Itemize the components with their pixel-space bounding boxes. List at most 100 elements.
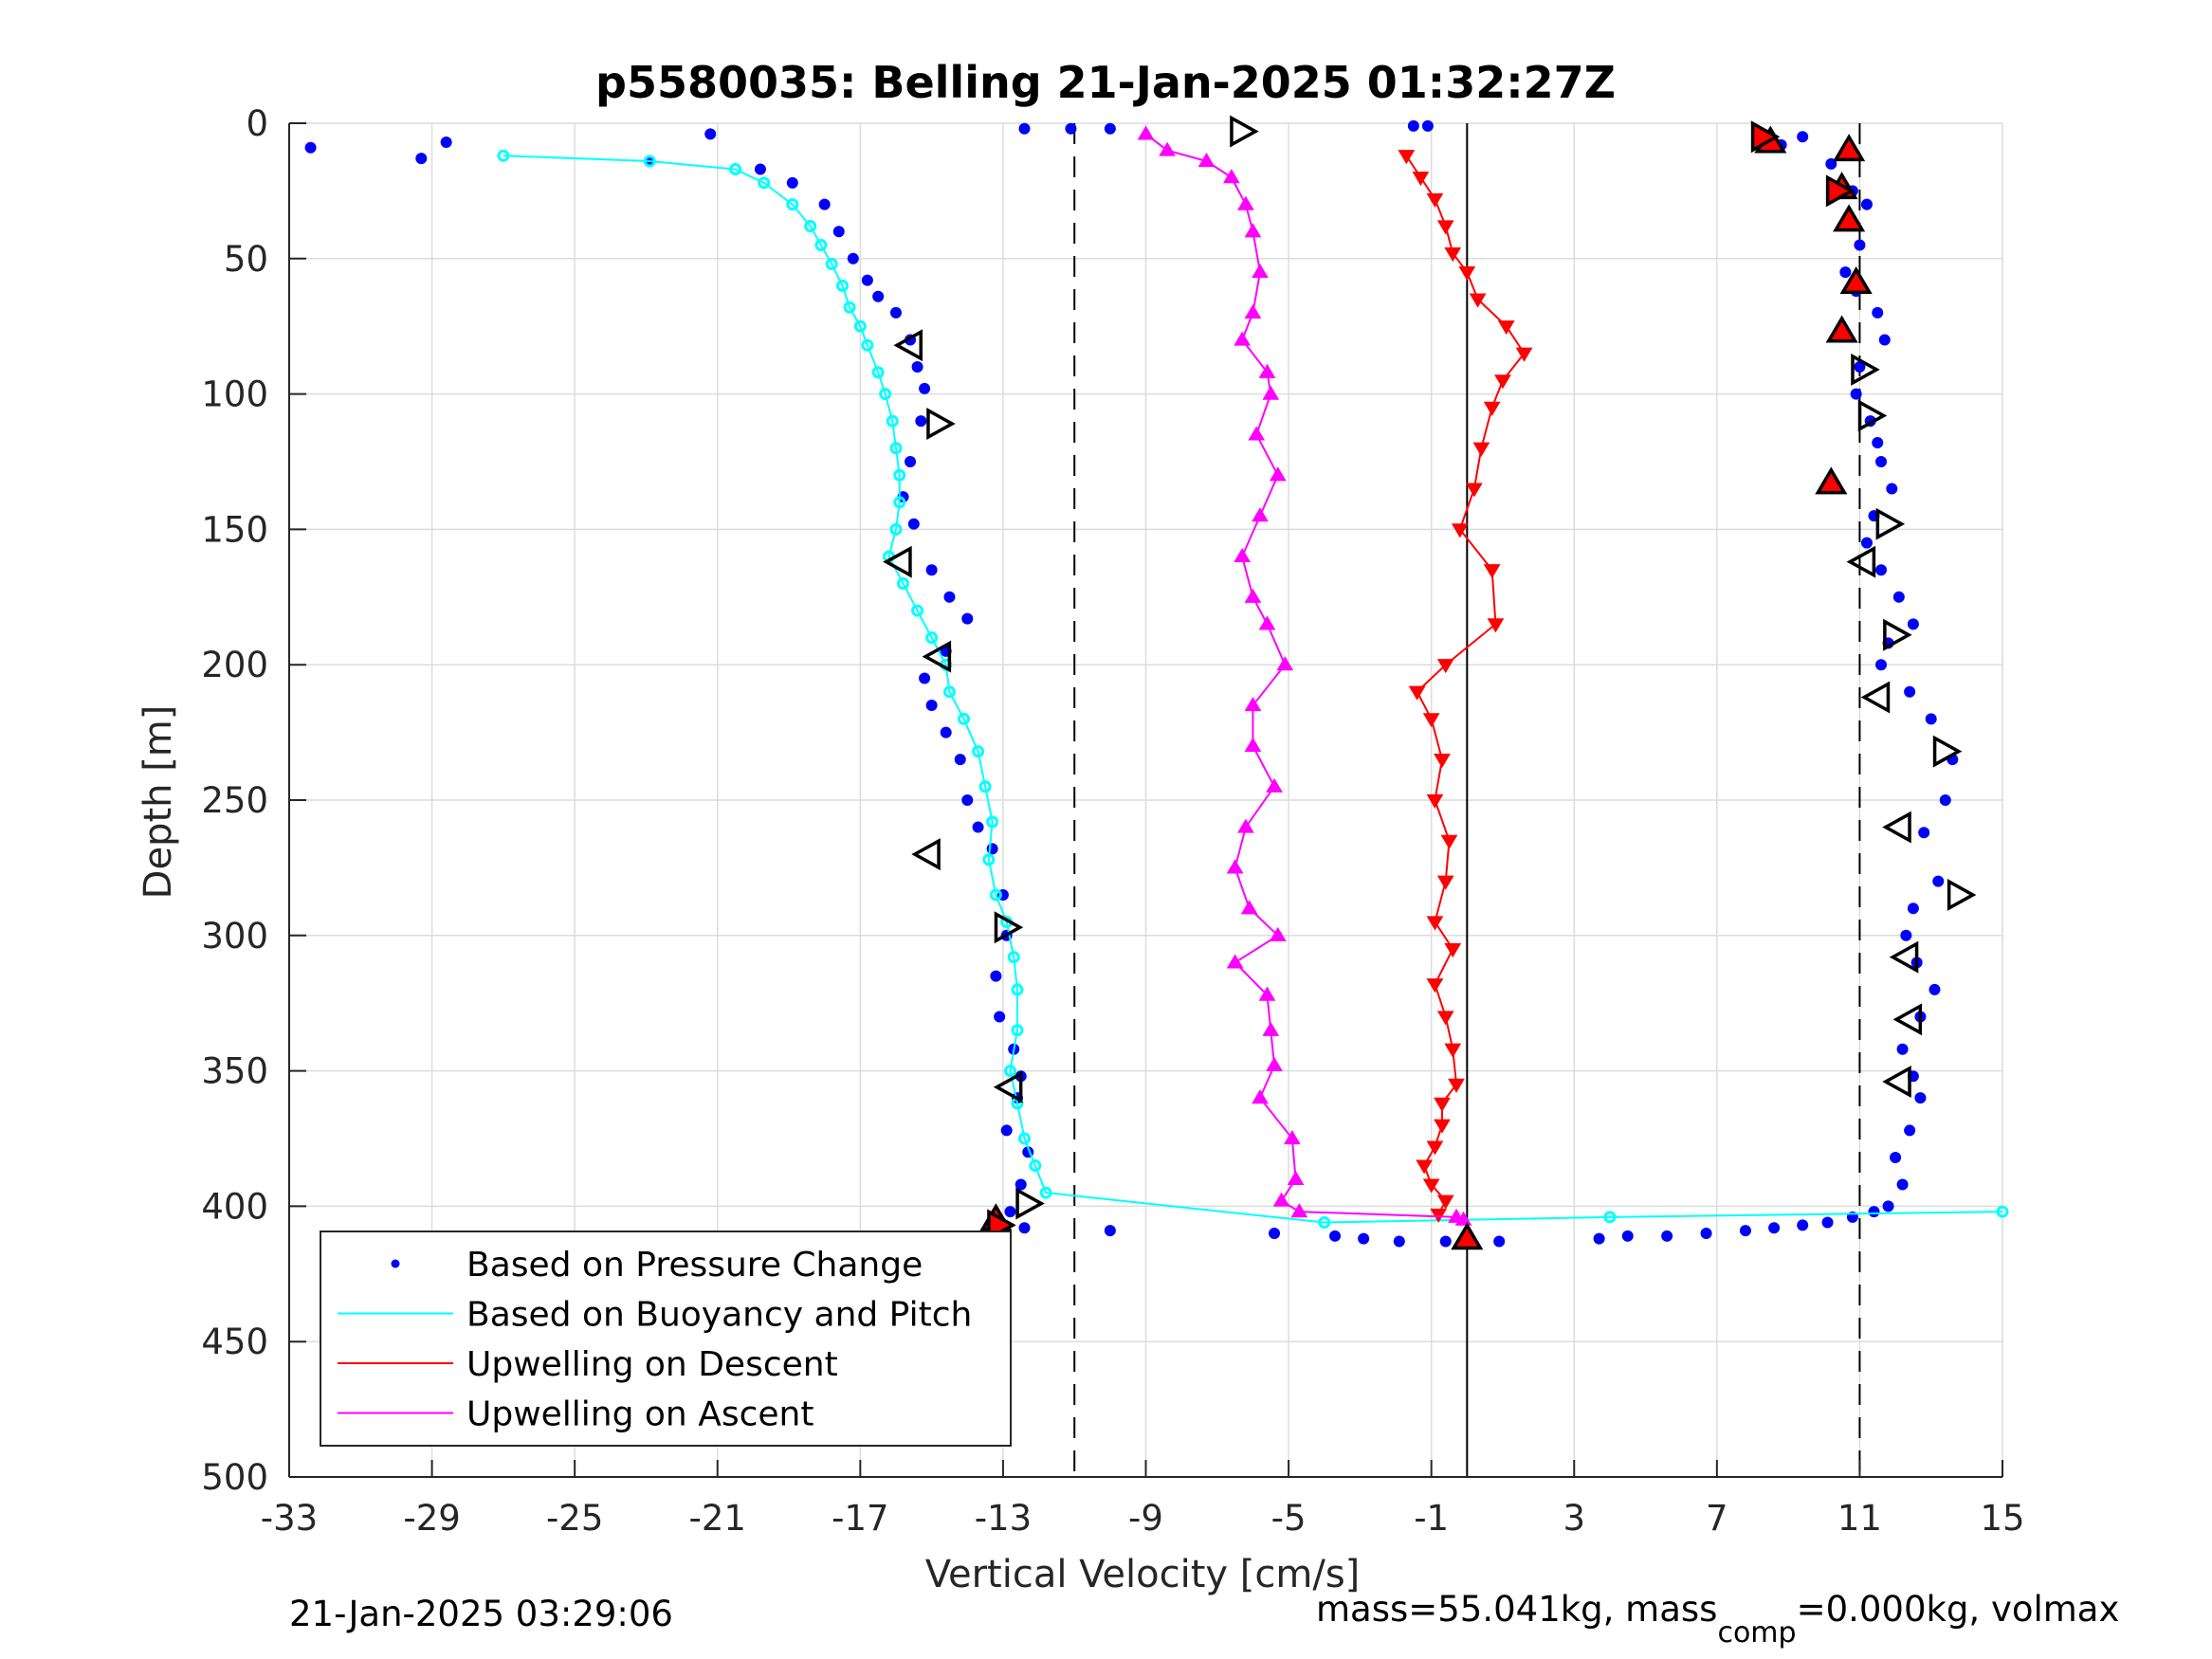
series-1-point <box>825 258 838 271</box>
series-0-point <box>1892 591 1905 603</box>
series-3-point <box>1269 466 1287 482</box>
x-tick-label: 11 <box>1837 1498 1882 1539</box>
series-2-point <box>1436 875 1454 890</box>
series-0-point <box>1768 1222 1781 1234</box>
marker-open-right <box>926 408 956 440</box>
series-1-point <box>958 712 971 725</box>
marker-open-right <box>1015 1187 1045 1220</box>
series-1-point <box>1318 1216 1331 1230</box>
series-3-point <box>1234 331 1252 346</box>
series-0-point <box>1493 1235 1506 1248</box>
series-1-point <box>861 338 874 352</box>
series-2-point <box>1483 401 1501 416</box>
marker-open-right <box>1932 735 1963 768</box>
series-0-point <box>1421 119 1434 132</box>
series-0-point <box>1407 119 1419 132</box>
marker-open-right <box>994 911 1024 944</box>
series-1-point <box>893 496 906 509</box>
series-1-point <box>989 888 1002 902</box>
series-0-point <box>440 136 452 148</box>
series-1-point <box>1603 1211 1617 1224</box>
series-0-point <box>1872 437 1884 449</box>
series-2-point <box>1448 1078 1465 1093</box>
marker-open-right <box>1851 353 1880 386</box>
x-tick-label: -5 <box>1271 1498 1307 1539</box>
series-3-point <box>1454 1211 1472 1226</box>
series-0-point <box>1932 875 1945 887</box>
series-3-point <box>1252 1089 1269 1104</box>
series-2-point <box>1487 618 1505 633</box>
series-0-point <box>1839 266 1852 279</box>
series-1-point <box>1007 951 1020 964</box>
series-1-point <box>814 239 828 252</box>
x-axis-label: Vertical Velocity [cm/s] <box>925 1553 1361 1596</box>
series-0-point <box>915 415 927 428</box>
series-3-point <box>1222 169 1240 184</box>
series-2-point <box>1458 265 1476 282</box>
series-3-point <box>1262 1021 1280 1036</box>
series-1-point <box>893 468 906 482</box>
series-2-point <box>1422 1178 1440 1194</box>
marker-open-left <box>1889 940 1919 974</box>
series-2-point <box>1515 347 1533 362</box>
series-2-point <box>1434 1119 1451 1134</box>
series-1-point <box>889 442 903 455</box>
y-tick-label: 500 <box>201 1457 268 1498</box>
series-2-point <box>1412 172 1430 187</box>
series-0-point <box>972 821 984 833</box>
series-0-point <box>1821 1216 1834 1229</box>
series-1-point <box>911 604 924 617</box>
series-0-point <box>861 274 873 286</box>
x-tick-label: -1 <box>1414 1498 1449 1539</box>
series-3-point <box>1226 954 1244 969</box>
series-3-point <box>1244 223 1262 238</box>
marker-open-right <box>1947 878 1977 911</box>
series-1-point <box>1039 1186 1052 1199</box>
y-tick-label: 250 <box>201 780 268 821</box>
series-0-point <box>943 591 956 603</box>
series-3-point <box>1287 1170 1305 1185</box>
marker-filled-up <box>1839 266 1873 295</box>
series-0-point <box>1875 659 1888 671</box>
series-1-point <box>843 301 856 314</box>
legend-label: Upwelling on Descent <box>466 1345 838 1384</box>
series-0-point <box>986 843 998 855</box>
series-2-point <box>1440 834 1458 849</box>
series-1-point <box>643 155 656 168</box>
marker-filled-up <box>1833 134 1866 162</box>
series-0-point <box>1886 483 1898 495</box>
series-3-point <box>1226 859 1244 874</box>
series-2-point <box>1398 150 1416 165</box>
marker-open-left <box>1860 681 1891 714</box>
x-tick-label: -13 <box>975 1498 1032 1539</box>
series-0-point <box>1925 713 1937 725</box>
series-2-point <box>1444 942 1462 958</box>
series-3-point <box>1272 1192 1290 1207</box>
series-0-point <box>1065 122 1077 135</box>
series-2-point <box>1483 564 1501 579</box>
series-0-point <box>1358 1232 1370 1245</box>
marker-open-left <box>1846 545 1876 578</box>
series-1-point <box>942 685 956 699</box>
marker-open-right <box>1875 507 1906 540</box>
series-0-point <box>1904 1124 1916 1137</box>
marker-open-left <box>1882 1066 1911 1098</box>
series-0-point <box>1004 1206 1016 1218</box>
y-tick-label: 450 <box>201 1322 268 1362</box>
series-3-point <box>1258 986 1276 1001</box>
series-2-point <box>1426 1140 1444 1156</box>
series-0-point <box>911 361 923 374</box>
series-3-point <box>1237 818 1254 833</box>
series-0-point <box>1393 1235 1405 1248</box>
series-0-point <box>1896 1178 1909 1191</box>
series-3-point <box>1137 125 1155 140</box>
x-tick-label: -17 <box>832 1498 888 1539</box>
series-3-point <box>1269 926 1287 941</box>
series-3-point <box>1244 697 1262 712</box>
series-0-point <box>1797 1219 1809 1231</box>
series-0-point <box>1882 1200 1894 1212</box>
series-0-point <box>1860 198 1873 210</box>
series-1-point <box>925 631 939 645</box>
legend-label: Upwelling on Ascent <box>466 1395 814 1434</box>
